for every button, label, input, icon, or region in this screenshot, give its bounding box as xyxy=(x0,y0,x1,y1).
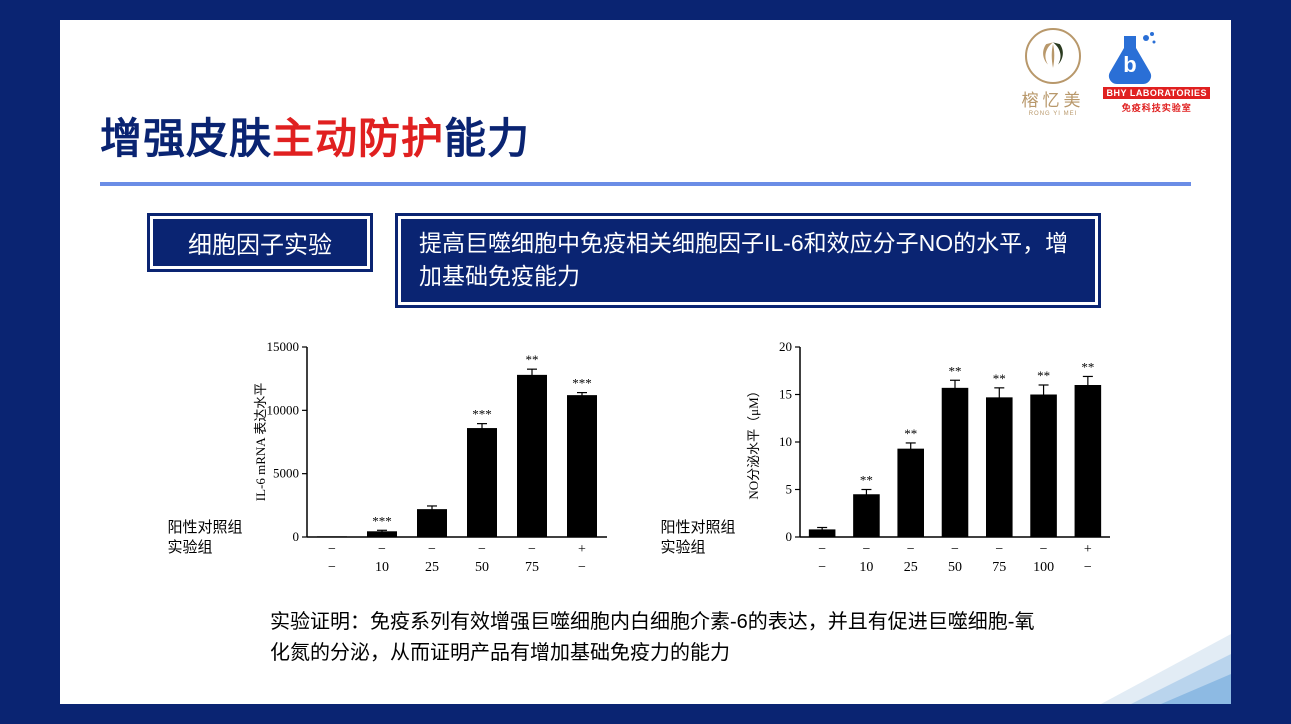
svg-text:**: ** xyxy=(525,352,538,367)
info-boxes: 细胞因子实验 提高巨噬细胞中免疫相关细胞因子IL-6和效应分子NO的水平，增加基… xyxy=(150,216,1231,305)
svg-text:−: − xyxy=(478,542,486,557)
svg-text:10: 10 xyxy=(859,560,873,575)
flask-icon: b xyxy=(1102,32,1162,86)
logo-rongyimei: 榕忆美 RONG YI MEI xyxy=(1021,28,1084,117)
svg-text:−: − xyxy=(328,542,336,557)
svg-text:−: − xyxy=(378,542,386,557)
box-description: 提高巨噬细胞中免疫相关细胞因子IL-6和效应分子NO的水平，增加基础免疫能力 xyxy=(398,216,1098,305)
charts-row: 阳性对照组 实验组 0 5000 10000 15000 IL-6 mRNA 表达水平 −… xyxy=(60,329,1231,589)
leaf-icon xyxy=(1036,39,1070,73)
svg-text:**: ** xyxy=(1037,368,1050,383)
svg-text:**: ** xyxy=(859,472,872,487)
svg-text:15: 15 xyxy=(779,386,792,401)
svg-text:−: − xyxy=(1083,560,1091,575)
svg-text:***: *** xyxy=(372,513,392,528)
bhy-lab-text: BHY LABORATORIES xyxy=(1102,86,1211,100)
chart1-group-labels: 阳性对照组 实验组 xyxy=(167,518,242,559)
label-positive-control: 阳性对照组 xyxy=(167,518,242,538)
svg-text:25: 25 xyxy=(425,560,439,575)
svg-text:75: 75 xyxy=(992,560,1006,575)
slide: 榕忆美 RONG YI MEI b BHY LABORATORIES 免疫科技实… xyxy=(60,20,1231,704)
logo-bhy: b BHY LABORATORIES 免疫科技实验室 xyxy=(1102,32,1211,114)
svg-text:15000: 15000 xyxy=(266,339,299,354)
chart2: 0 5 10 15 20 NO分泌水平（μM） − − ** − 10 ** − 25 ** − 50 ** − 75… xyxy=(744,329,1124,589)
title-part3: 能力 xyxy=(444,115,530,162)
title-underline xyxy=(100,182,1191,186)
chart1-block: 阳性对照组 实验组 0 5000 10000 15000 IL-6 mRNA 表达水平 −… xyxy=(167,329,620,589)
svg-text:+: + xyxy=(578,542,586,557)
corner-decoration xyxy=(1101,634,1231,704)
svg-text:0: 0 xyxy=(785,529,792,544)
svg-text:**: ** xyxy=(904,426,917,441)
box-experiment-name: 细胞因子实验 xyxy=(150,216,370,269)
chart1: 0 5000 10000 15000 IL-6 mRNA 表达水平 − − *** − 10 − 25… xyxy=(251,329,621,589)
svg-text:0: 0 xyxy=(292,529,299,544)
svg-text:5000: 5000 xyxy=(273,465,299,480)
svg-text:−: − xyxy=(428,542,436,557)
title-part2: 主动防护 xyxy=(272,115,444,162)
svg-text:5: 5 xyxy=(785,481,792,496)
svg-text:−: − xyxy=(328,560,336,575)
bottom-description: 实验证明：免疫系列有效增强巨噬细胞内白细胞介素-6的表达，并且有促进巨噬细胞-氧… xyxy=(270,607,1050,669)
rym-circle-icon xyxy=(1025,28,1081,84)
rym-pinyin: RONG YI MEI xyxy=(1021,111,1084,117)
svg-text:b: b xyxy=(1124,52,1137,77)
svg-text:50: 50 xyxy=(475,560,489,575)
chart2-group-labels: 阳性对照组 实验组 xyxy=(661,518,736,559)
rym-name: 榕忆美 xyxy=(1021,86,1084,111)
svg-text:−: − xyxy=(818,542,826,557)
svg-text:10: 10 xyxy=(779,434,792,449)
svg-text:−: − xyxy=(951,542,959,557)
svg-text:−: − xyxy=(528,542,536,557)
svg-text:100: 100 xyxy=(1033,560,1054,575)
chart2-block: 阳性对照组 实验组 0 5 10 15 20 NO分泌水平（μM） − − ** − 10 ** − 25… xyxy=(661,329,1124,589)
svg-text:50: 50 xyxy=(948,560,962,575)
svg-text:***: *** xyxy=(572,375,592,390)
svg-text:−: − xyxy=(906,542,914,557)
label-experiment-group: 实验组 xyxy=(167,538,242,558)
bhy-sub-text: 免疫科技实验室 xyxy=(1102,101,1211,114)
svg-text:NO分泌水平（μM）: NO分泌水平（μM） xyxy=(746,384,761,499)
svg-text:***: *** xyxy=(472,406,492,421)
label-positive-control: 阳性对照组 xyxy=(661,518,736,538)
title-part1: 增强皮肤 xyxy=(100,115,272,162)
svg-text:IL-6 mRNA 表达水平: IL-6 mRNA 表达水平 xyxy=(253,382,268,500)
svg-text:20: 20 xyxy=(779,339,792,354)
svg-text:−: − xyxy=(818,560,826,575)
svg-text:25: 25 xyxy=(903,560,917,575)
svg-text:**: ** xyxy=(1081,359,1094,374)
svg-text:75: 75 xyxy=(525,560,539,575)
svg-text:**: ** xyxy=(992,371,1005,386)
logo-bar: 榕忆美 RONG YI MEI b BHY LABORATORIES 免疫科技实… xyxy=(1021,28,1211,117)
svg-text:10: 10 xyxy=(375,560,389,575)
svg-text:−: − xyxy=(862,542,870,557)
label-experiment-group: 实验组 xyxy=(661,538,736,558)
svg-text:+: + xyxy=(1083,542,1091,557)
svg-text:10000: 10000 xyxy=(266,402,299,417)
svg-text:**: ** xyxy=(948,363,961,378)
svg-text:−: − xyxy=(1039,542,1047,557)
chart2-svg: 0 5 10 15 20 NO分泌水平（μM） − − ** − 10 ** − 25 ** − 50 ** − 75… xyxy=(744,329,1124,589)
svg-text:−: − xyxy=(578,560,586,575)
chart1-svg: 0 5000 10000 15000 IL-6 mRNA 表达水平 − − *** − 10 − 25… xyxy=(251,329,621,589)
svg-text:−: − xyxy=(995,542,1003,557)
